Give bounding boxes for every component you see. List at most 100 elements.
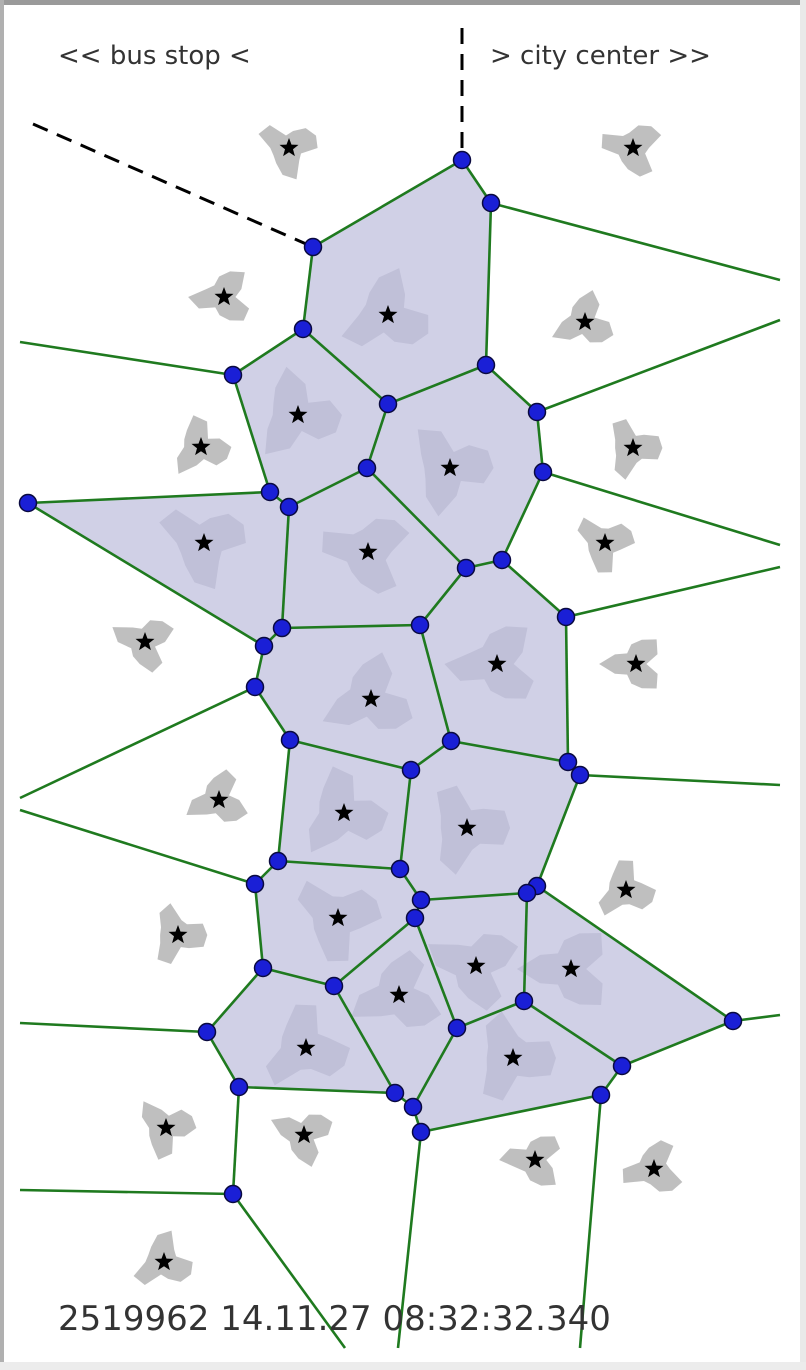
voronoi-edge [19,1021,208,1034]
voronoi-vertex [272,618,292,638]
voronoi-edge [411,1027,459,1108]
city-center-label: > city center >> [490,41,711,71]
voronoi-edge [205,1031,241,1088]
object-center-star [135,632,155,651]
object-center-star [288,405,308,424]
object-center-star [361,689,381,708]
voronoi-vertex [223,365,243,385]
voronoi-vertex [723,1011,743,1031]
object-center-star [644,1159,664,1178]
voronoi-edge [490,201,781,282]
object-center-star [154,1252,174,1271]
object-center-star [623,438,643,457]
object-center-star [209,790,229,809]
voronoi-vertex [514,991,534,1011]
voronoi-edge [536,318,781,414]
voronoi-edge [238,1085,396,1095]
voronoi-vertex [260,482,280,502]
voronoi-edge [253,883,265,969]
voronoi-vertex [280,730,300,750]
voronoi-vertex [456,558,476,578]
voronoi-vertex [447,1018,467,1038]
top-border [0,0,806,5]
voronoi-edge [19,1188,234,1196]
voronoi-vertex [245,677,265,697]
voronoi-edge [253,686,292,741]
voronoi-vertex [558,752,578,772]
object-center-star [457,818,477,837]
voronoi-vertex [405,908,425,928]
object-center-star [503,1048,523,1067]
object-center-star [466,956,486,975]
timestamp-footer: 2519962 14.11.27 08:32:32.340 [58,1299,611,1339]
object-center-star [294,1125,314,1144]
voronoi-edge [288,466,368,509]
voronoi-edge [420,1093,602,1134]
boundary-lines-layer [32,28,464,249]
voronoi-edge [536,884,734,1023]
voronoi-edge [535,774,582,887]
voronoi-vertex [591,1085,611,1105]
voronoi-edge [413,917,459,1029]
right-border [800,0,806,1370]
object-center-star [616,880,636,899]
voronoi-vertex [279,497,299,517]
object-center-star [194,533,214,552]
voronoi-edge [276,739,292,862]
voronoi-edge [302,328,389,405]
voronoi-vertex [527,402,547,422]
voronoi-edge [19,685,256,800]
voronoi-vertex [293,319,313,339]
voronoi-edge [387,363,487,406]
voronoi-edge [578,1094,603,1349]
voronoi-edge [420,891,528,902]
voronoi-edge [301,246,315,330]
voronoi-vertex [481,193,501,213]
voronoi-vertex [357,458,377,478]
voronoi-vertex [476,355,496,375]
voronoi-vertex [253,958,273,978]
voronoi-vertex [197,1022,217,1042]
voronoi-edge [262,966,335,988]
voronoi-vertex [411,890,431,910]
voronoi-edge [450,739,569,764]
voronoi-edge [501,559,567,618]
voronoi-edge [565,565,781,619]
voronoi-edge [231,374,272,493]
voronoi-region [28,160,733,1132]
voronoi-vertex [403,1097,423,1117]
voronoi-edge [500,471,545,561]
object-center-star [191,437,211,456]
voronoi-edge [366,467,467,569]
object-center-star [575,312,595,331]
voronoi-edge [485,364,538,413]
voronoi-vertex [411,1122,431,1142]
object-center-star [440,458,460,477]
voronoi-vertex [517,883,537,903]
object-blob [271,1114,333,1167]
bottom-border [0,1362,806,1370]
object-center-star [279,138,299,157]
object-blob [499,1136,560,1186]
voronoi-edge [232,327,304,377]
object-center-star [328,908,348,927]
voronoi-vertex [245,874,265,894]
object-center-star [156,1118,176,1137]
voronoi-vertex [570,765,590,785]
object-center-star [334,803,354,822]
voronoi-vertex [229,1077,249,1097]
object-center-star [168,925,188,944]
object-center-star [214,287,234,306]
voronoi-edge [27,501,265,648]
voronoi-vertex [533,462,553,482]
voronoi-edge [523,999,623,1068]
voronoi-edge [277,859,401,871]
object-blob [552,290,614,343]
voronoi-edge [281,623,421,630]
object-center-star [525,1150,545,1169]
voronoi-edge [398,769,413,870]
voronoi-edge [522,892,529,1002]
voronoi-edge [206,967,264,1033]
